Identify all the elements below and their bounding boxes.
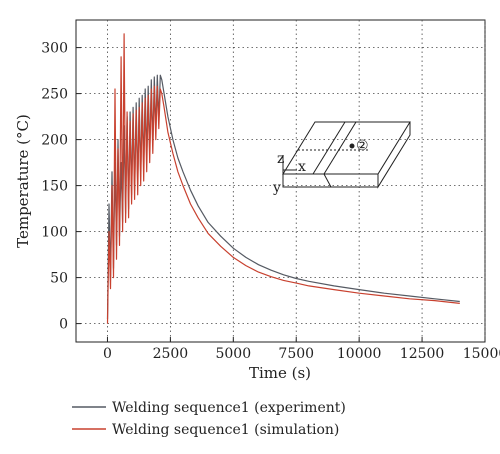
plate-inset (282, 121, 411, 189)
y-tick-label: 250 (41, 87, 68, 103)
y-tick-label: 50 (50, 271, 68, 287)
inset-label-point: ② (356, 138, 369, 154)
series-line-experiment (106, 74, 460, 320)
legend-label-simulation: Welding sequence1 (simulation) (112, 422, 339, 438)
weld-seam-lower (323, 173, 332, 188)
x-tick-label: 7500 (278, 346, 314, 362)
y-tick-labels: 0 50 100 150 200 250 300 (41, 41, 68, 333)
legend-label-experiment: Welding sequence1 (experiment) (112, 400, 346, 416)
plot-frame (75, 19, 486, 343)
series-lines (106, 33, 460, 324)
x-tick-label: 10000 (337, 346, 382, 362)
y-tick-label: 100 (41, 225, 68, 241)
inset-label-y: y (272, 180, 281, 196)
x-tick-label: 12500 (400, 346, 445, 362)
legend: Welding sequence1 (experiment) Welding s… (72, 400, 346, 438)
y-tick-label: 200 (41, 133, 68, 149)
y-axis-title: Temperature (°C) (14, 114, 32, 248)
series-line-simulation (106, 33, 460, 324)
y-tick-label: 0 (59, 317, 68, 333)
y-tick-label: 300 (41, 41, 68, 57)
inset-label-x: x (298, 159, 306, 175)
plate-right-side (377, 122, 411, 189)
x-axis-title: Time (s) (249, 364, 311, 382)
axis-ticks (76, 47, 486, 342)
weld-seam-left (312, 121, 346, 175)
x-tick-label: 5000 (215, 346, 251, 362)
x-tick-label: 2500 (153, 346, 189, 362)
inset-label-z: z (277, 151, 284, 167)
measurement-point-marker (349, 143, 355, 149)
weld-seam-right (323, 121, 357, 175)
y-tick-label: 150 (41, 179, 68, 195)
x-tick-label: 0 (103, 346, 112, 362)
